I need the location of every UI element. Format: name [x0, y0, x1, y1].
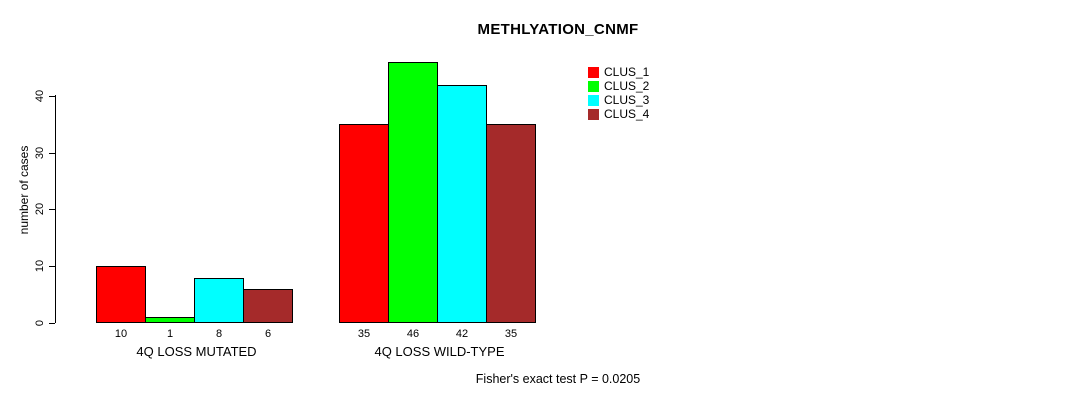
- y-axis-tick: [49, 96, 55, 97]
- legend-label: CLUS_1: [604, 65, 650, 79]
- legend-swatch-icon: [588, 108, 599, 120]
- bar-value-label: 35: [504, 328, 518, 340]
- chart-title: METHLYATION_CNMF: [477, 21, 639, 38]
- y-axis-tick-label: 30: [34, 146, 46, 160]
- bar-clus_4: [243, 289, 293, 323]
- legend-item: CLUS_3: [588, 93, 649, 107]
- legend-swatch-icon: [588, 66, 599, 78]
- y-axis-tick: [49, 323, 55, 324]
- bar-clus_3: [194, 278, 244, 323]
- bar-value-label: 6: [264, 328, 272, 340]
- legend-label: CLUS_4: [604, 107, 650, 121]
- fisher-test-annotation: Fisher's exact test P = 0.0205: [475, 372, 641, 386]
- bar-value-label: 1: [166, 328, 174, 340]
- legend-label: CLUS_3: [604, 93, 650, 107]
- y-axis-tick-label: 0: [34, 319, 46, 327]
- bar-clus_1: [96, 266, 146, 323]
- y-axis-line: [55, 95, 56, 323]
- bar-clus_2: [145, 317, 195, 323]
- x-category-label: 4Q LOSS MUTATED: [136, 344, 257, 359]
- y-axis-tick-label: 20: [34, 202, 46, 216]
- bar-clus_3: [437, 85, 487, 323]
- legend-swatch-icon: [588, 94, 599, 106]
- legend: CLUS_1 CLUS_2 CLUS_3 CLUS_4: [588, 65, 649, 121]
- legend-label: CLUS_2: [604, 79, 650, 93]
- y-axis-tick: [49, 266, 55, 267]
- bar-value-label: 10: [114, 328, 128, 340]
- y-axis-tick: [49, 153, 55, 154]
- bar-clus_4: [486, 124, 536, 323]
- bar-value-label: 42: [455, 328, 469, 340]
- bar-value-label: 46: [406, 328, 420, 340]
- y-axis-tick-label: 10: [34, 259, 46, 273]
- bar-value-label: 8: [215, 328, 223, 340]
- legend-item: CLUS_1: [588, 65, 649, 79]
- y-axis-label: number of cases: [17, 145, 31, 235]
- legend-swatch-icon: [588, 80, 599, 92]
- legend-item: CLUS_4: [588, 107, 649, 121]
- y-axis-tick: [49, 209, 55, 210]
- y-axis-tick-label: 40: [34, 89, 46, 103]
- bar-value-label: 35: [357, 328, 371, 340]
- bar-clus_1: [339, 124, 389, 323]
- bar-clus_2: [388, 62, 438, 323]
- legend-item: CLUS_2: [588, 79, 649, 93]
- x-category-label: 4Q LOSS WILD-TYPE: [374, 344, 505, 359]
